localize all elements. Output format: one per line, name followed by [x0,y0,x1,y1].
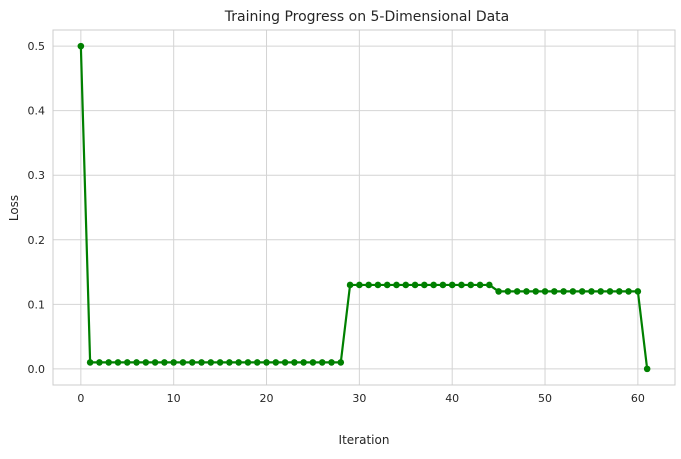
data-point [142,359,150,366]
data-point [151,359,159,366]
x-tick-label: 30 [352,392,366,405]
y-tick-label: 0.0 [28,363,46,376]
x-tick-label: 20 [260,392,274,405]
data-point [513,288,521,295]
data-point [504,288,512,295]
y-tick-label: 0.2 [28,234,46,247]
x-axis-label: Iteration [339,433,390,447]
tick-labels: 0 10 20 30 40 50 60 0.0 0.1 0.2 0.3 0.4 0.5 [28,40,645,405]
x-tick-label: 60 [631,392,645,405]
data-point [86,359,94,366]
data-point [272,359,280,366]
data-point [309,359,317,366]
chart-title: Training Progress on 5-Dimensional Data [224,9,510,25]
y-tick-label: 0.5 [28,40,46,53]
x-tick-label: 40 [445,392,459,405]
data-point [123,359,131,366]
data-point [244,359,252,366]
data-point [356,281,363,289]
data-point [365,281,372,289]
data-point [532,288,540,295]
y-tick-label: 0.1 [28,298,46,311]
data-point [328,359,335,366]
data-point [161,359,168,366]
data-point [615,288,623,295]
data-point [541,288,549,295]
data-point [411,281,419,289]
data-point [643,365,651,373]
data-point [634,288,642,295]
data-point [318,359,326,366]
data-point [170,359,177,366]
data-point [551,288,558,295]
y-axis-label: Loss [7,195,21,221]
data-point [374,281,382,289]
data-point [486,281,493,289]
data-point [421,281,428,289]
data-point [402,281,410,289]
data-point [188,359,196,366]
data-point [448,281,456,289]
data-point [523,288,530,295]
data-point [383,281,391,289]
data-point [263,359,270,366]
data-point [606,288,614,295]
data-point [476,281,484,289]
series-loss [77,42,651,373]
data-point [281,359,289,366]
data-point [346,281,354,289]
data-point [133,359,140,366]
data-point [625,288,632,295]
data-point [467,281,475,289]
x-tick-label: 50 [538,392,552,405]
data-point [253,359,261,366]
data-point [105,359,113,366]
data-point [179,359,187,366]
data-point [337,359,345,366]
data-point [569,288,577,295]
data-point [226,359,233,366]
data-point [114,359,122,366]
data-point [430,281,437,289]
data-point [207,359,215,366]
y-tick-label: 0.3 [28,169,46,182]
data-point [578,288,586,295]
data-point [597,288,605,295]
grid-lines [53,30,675,385]
data-point [393,281,400,289]
data-point [235,359,242,366]
data-point [198,359,205,366]
data-point [216,359,224,366]
y-tick-label: 0.4 [28,105,46,118]
x-tick-label: 10 [167,392,181,405]
data-point [439,281,447,289]
data-point [588,288,595,295]
loss-line [79,46,649,369]
data-point [458,281,465,289]
data-point [300,359,307,366]
data-point [77,42,85,50]
data-point [495,288,502,295]
data-point [291,359,298,366]
x-tick-label: 0 [77,392,84,405]
data-point [96,359,103,366]
data-point [560,288,567,295]
plot-frame [52,29,676,386]
